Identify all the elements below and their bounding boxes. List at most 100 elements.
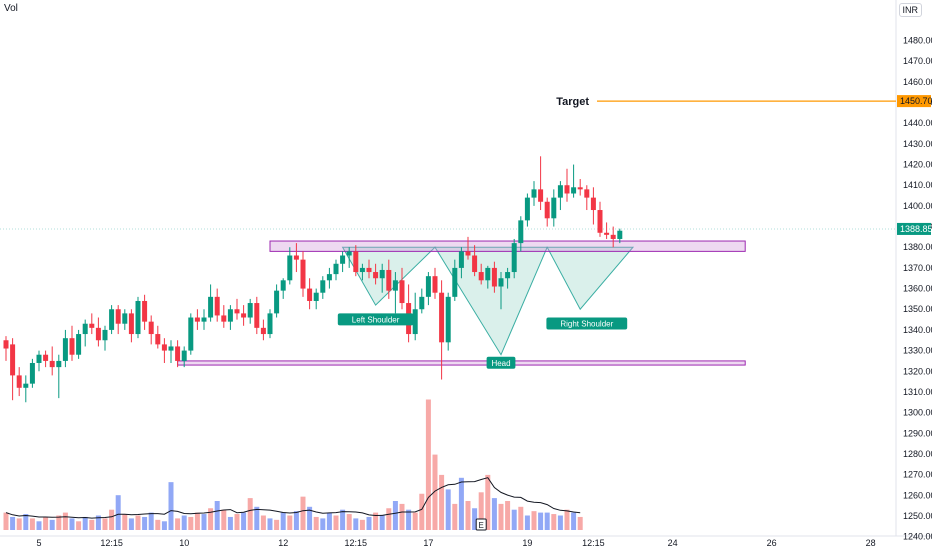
y-tick-label: 1370.00 (903, 263, 932, 273)
volume-bar (293, 511, 299, 530)
volume-bar (115, 495, 121, 530)
candle-body (485, 267, 491, 281)
candle-body (571, 187, 577, 194)
candle-body (287, 255, 293, 281)
y-tick-label: 1300.00 (903, 408, 932, 418)
volume-bar (432, 454, 438, 530)
volume-bar (155, 519, 161, 530)
volume-bar (366, 516, 372, 530)
candle-body (346, 251, 352, 256)
candle-body (201, 317, 207, 322)
candle-body (557, 185, 563, 198)
volume-bar (313, 516, 319, 530)
candle-body (247, 303, 253, 318)
candle-body (505, 272, 511, 279)
y-tick-label: 1330.00 (903, 346, 932, 356)
volume-bar (577, 516, 583, 530)
x-tick-label: 28 (866, 538, 876, 548)
volume-bar (227, 516, 233, 530)
target-price-tag (897, 95, 931, 108)
volume-bar (439, 474, 445, 530)
volume-bar (478, 492, 484, 530)
volume-bar (142, 516, 148, 530)
candle-body (241, 313, 247, 318)
y-tick-label: 1430.00 (903, 139, 932, 149)
x-tick-label: 10 (179, 538, 189, 548)
candle-body (590, 197, 596, 211)
volume-bar (10, 516, 16, 530)
candle-body (511, 243, 517, 273)
y-tick-label: 1460.00 (903, 77, 932, 87)
candle-body (604, 232, 610, 235)
candle-body (379, 269, 385, 279)
y-tick-label: 1400.00 (903, 201, 932, 211)
volume-bar (538, 512, 544, 530)
volume-bar (36, 521, 42, 530)
volume-bar (524, 515, 530, 530)
volume-bar (564, 509, 570, 530)
candle-body (498, 278, 504, 287)
candle-body (82, 323, 88, 335)
candle-body (148, 321, 154, 335)
volume-bar (300, 496, 306, 530)
candle-body (597, 210, 603, 233)
candle-body (478, 272, 484, 281)
candle-body (89, 323, 95, 328)
volume-bar (419, 493, 425, 530)
volume-bar (95, 515, 101, 530)
volume-bar (175, 518, 181, 530)
x-tick-label: 17 (423, 538, 433, 548)
x-tick-label: 12:15 (345, 538, 368, 548)
volume-bar (518, 506, 524, 530)
volume-bar (62, 512, 68, 530)
candle-body (538, 189, 544, 202)
candle-body (234, 309, 240, 314)
volume-bar (425, 399, 431, 530)
candle-body (293, 255, 299, 260)
volume-bar (135, 515, 141, 530)
candle-body (49, 360, 55, 368)
candle-body (452, 267, 458, 297)
volume-bar (128, 518, 134, 530)
volume-bar (23, 514, 29, 530)
candle-body (254, 303, 260, 328)
candle-body (333, 263, 339, 275)
volume-label: Vol (4, 3, 18, 14)
volume-bar (452, 503, 458, 530)
candle-body (524, 197, 530, 221)
candle-body (392, 280, 398, 291)
candle-body (458, 251, 464, 268)
candle-body (62, 338, 68, 361)
volume-bar (56, 515, 62, 530)
candle-body (610, 234, 616, 239)
currency-badge[interactable]: INR (898, 3, 922, 17)
y-tick-label: 1420.00 (903, 160, 932, 170)
volume-bar (76, 521, 82, 530)
volume-bar (406, 509, 412, 530)
volume-bar (307, 506, 313, 530)
pattern-triangle (434, 246, 548, 356)
volume-bar (109, 509, 115, 530)
y-tick-label: 1310.00 (903, 387, 932, 397)
volume-bar (353, 518, 359, 530)
volume-bar (505, 501, 511, 530)
candle-body (359, 267, 365, 273)
candle-body (16, 375, 22, 388)
volume-bar (29, 518, 35, 530)
candle-body (313, 292, 319, 301)
candle-body (194, 317, 200, 322)
pattern-label: Left Shoulder (352, 315, 400, 324)
volume-bar (161, 521, 167, 530)
candle-body (208, 296, 214, 318)
pattern-label: Head (491, 359, 510, 368)
candle-body (425, 276, 431, 297)
pattern-label-bg (337, 313, 414, 326)
volume-bar (551, 514, 557, 530)
y-tick-label: 1360.00 (903, 284, 932, 294)
x-tick-label: 24 (668, 538, 678, 548)
volume-bar (287, 515, 293, 530)
candle-body (69, 338, 75, 355)
candle-body (260, 327, 266, 335)
candle-body (274, 290, 280, 314)
